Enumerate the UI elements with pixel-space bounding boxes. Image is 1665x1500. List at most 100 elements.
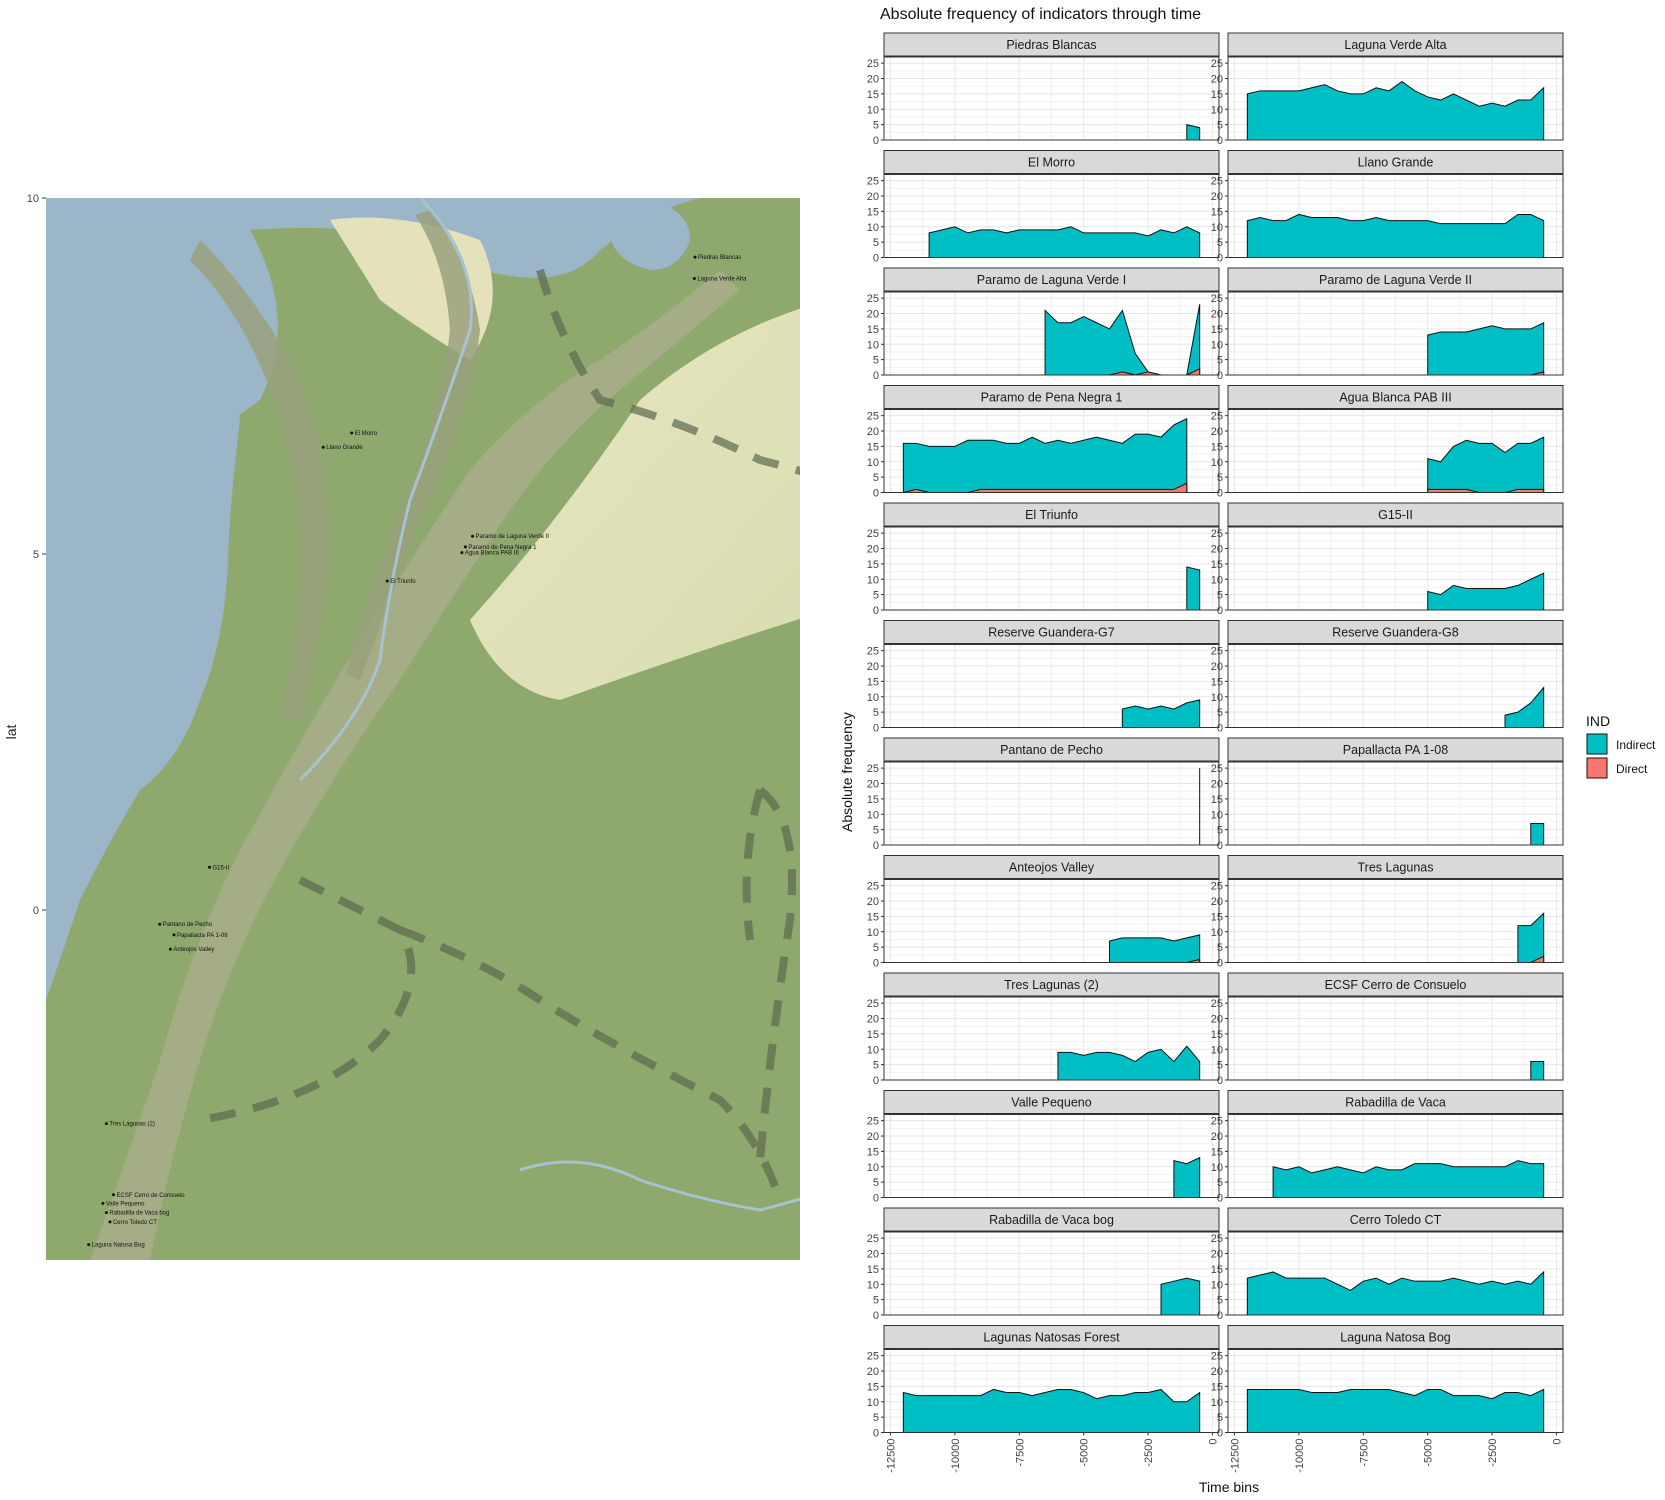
- facet-y-tick-label: 25: [1211, 411, 1223, 423]
- facet-strip-label: Laguna Natosa Bog: [1340, 1331, 1451, 1345]
- facet-plot-area: [884, 1232, 1219, 1315]
- facet-panel: Llano Grande 0 5 10 15 20 25: [1211, 150, 1564, 265]
- facet-y-tick-label: 10: [867, 222, 879, 234]
- facet-strip: [1227, 267, 1564, 292]
- facet-y-tick-label: 15: [1211, 676, 1223, 688]
- facet-strip-label: ECSF Cerro de Consuelo: [1325, 978, 1467, 992]
- map-site-label: Laguna Verde Alta: [697, 276, 747, 282]
- facet-y-tick-label: 25: [1211, 998, 1223, 1010]
- facet-strip-label: Agua Blanca PAB III: [1339, 391, 1451, 405]
- facet-y-tick-label: 0: [1217, 1193, 1223, 1205]
- facet-y-tick-label: 20: [867, 1249, 879, 1261]
- map-site-label: El Morro: [355, 431, 378, 437]
- facet-x-tick-label: -7500: [1014, 1439, 1026, 1467]
- facet-y-tick-label: 25: [867, 1351, 879, 1363]
- facet-y-tick-label: 15: [867, 441, 879, 453]
- facet-y-tick-label: 0: [1217, 958, 1223, 970]
- facet-strip: [1227, 150, 1564, 174]
- map-site-label: ECSF Cerro de Consuelo: [117, 1193, 186, 1199]
- area-indirect: [1121, 699, 1201, 728]
- map-axes: -80.0-77.5-75.0-72.5-70.0-50510: [27, 193, 46, 917]
- facet-panel: G15-II 0 5 10 15 20 25: [1211, 502, 1564, 617]
- facet-panel: Rabadilla de Vaca 0 5 10 15 20 25: [1211, 1090, 1564, 1205]
- map-site-label: Rabadilla de Vaca bog: [109, 1211, 169, 1217]
- map-site-point: [208, 865, 212, 869]
- map-site-label: Paramo de Pena Negra 1: [468, 545, 537, 551]
- facet-y-tick-label: 20: [1211, 309, 1223, 321]
- facet-chart-title: Absolute frequency of indicators through…: [880, 6, 1202, 23]
- facet-panel: Paramo de Laguna Verde I 0 5 10 15 20 25: [867, 267, 1220, 382]
- facet-panel-border: [883, 526, 1220, 611]
- facet-y-tick-label: 20: [1211, 661, 1223, 673]
- facet-plot-area: [884, 644, 1219, 728]
- map-site-point: [104, 1211, 108, 1215]
- facet-strip: [883, 32, 1220, 57]
- facet-plot-area: [884, 174, 1219, 258]
- facet-y-tick-label: 15: [1211, 324, 1223, 336]
- facet-strip-label: Anteojos Valley: [1009, 861, 1095, 875]
- facet-y-tick-label: 25: [867, 176, 879, 188]
- facet-x-tick-label: -2500: [1487, 1439, 1499, 1467]
- facet-y-tick-label: 20: [867, 896, 879, 908]
- facet-panel-border: [1227, 526, 1564, 611]
- facet-panel-border: [883, 761, 1220, 846]
- facet-strip-label: Papallacta PA 1-08: [1343, 743, 1448, 757]
- facet-y-tick-label: 25: [1211, 1116, 1223, 1128]
- facet-y-tick-label: 15: [867, 559, 879, 571]
- facet-plot-area: [884, 1114, 1219, 1198]
- map-site-label: Paramo de Laguna Verde II: [476, 534, 550, 540]
- facet-strip-label: Tres Lagunas: [1358, 861, 1434, 875]
- facet-panel: Tres Lagunas (2) 0 5 10 15 20 25: [867, 972, 1220, 1087]
- facet-y-tick-label: 20: [867, 309, 879, 321]
- facet-strip: [1227, 1090, 1564, 1114]
- area-indirect: [1057, 1045, 1201, 1081]
- facet-strip: [1227, 972, 1564, 997]
- facet-strip: [883, 972, 1220, 997]
- facet-y-tick-label: 10: [1211, 927, 1223, 939]
- facet-y-tick-label: 20: [1211, 896, 1223, 908]
- facet-y-tick-label: 20: [867, 191, 879, 203]
- facet-y-tick-label: 10: [867, 339, 879, 351]
- facet-panel-border: [883, 1349, 1220, 1433]
- facet-y-tick-label: 0: [873, 605, 879, 617]
- facet-y-tick-label: 10: [1211, 1279, 1223, 1291]
- facet-plot-area: [1228, 57, 1563, 140]
- facet-strip-label: Cerro Toledo CT: [1350, 1213, 1442, 1227]
- facet-y-tick-label: 10: [867, 1397, 879, 1409]
- facet-y-tick-label: 15: [867, 1146, 879, 1158]
- facet-x-tick-label: 0: [1208, 1439, 1220, 1445]
- facet-y-tick-label: 5: [873, 825, 879, 837]
- facet-y-tick-label: 0: [873, 135, 879, 147]
- facet-y-tick-label: 5: [873, 1412, 879, 1424]
- facet-y-tick-label: 10: [867, 1162, 879, 1174]
- facet-y-tick-label: 15: [867, 794, 879, 806]
- facet-y-tick-label: 25: [867, 881, 879, 893]
- facet-x-tick-label: -5000: [1079, 1439, 1091, 1467]
- facet-y-tick-label: 0: [1217, 723, 1223, 735]
- facet-plot-area: [884, 292, 1219, 375]
- facet-strip-label: Paramo de Laguna Verde II: [1319, 273, 1472, 287]
- area-indirect: [1173, 1156, 1201, 1198]
- map-site-point: [385, 579, 389, 583]
- facet-panel-border: [883, 1114, 1220, 1198]
- facet-y-tick-label: 0: [1217, 488, 1223, 500]
- map-site-point: [471, 534, 475, 538]
- facet-x-tick-label: -10000: [1294, 1439, 1306, 1473]
- map-site-point: [112, 1193, 116, 1197]
- facet-panel-border: [1227, 996, 1564, 1081]
- facet-y-tick-label: 15: [1211, 794, 1223, 806]
- facet-strip: [1227, 737, 1564, 762]
- facet-panel-border: [883, 174, 1220, 258]
- facet-x-tick-label: -5000: [1423, 1439, 1435, 1467]
- facet-y-tick-label: 25: [867, 646, 879, 658]
- facet-y-tick-label: 5: [1217, 237, 1223, 249]
- facet-panel-border: [1227, 761, 1564, 846]
- area-direct: [1517, 955, 1545, 963]
- facet-y-tick-label: 10: [1211, 104, 1223, 116]
- facet-y-tick-label: 10: [867, 809, 879, 821]
- facet-y-tick-label: 0: [873, 370, 879, 382]
- facet-y-tick-label: 25: [867, 1233, 879, 1245]
- area-indirect: [1504, 686, 1545, 728]
- map-site-point: [168, 947, 172, 951]
